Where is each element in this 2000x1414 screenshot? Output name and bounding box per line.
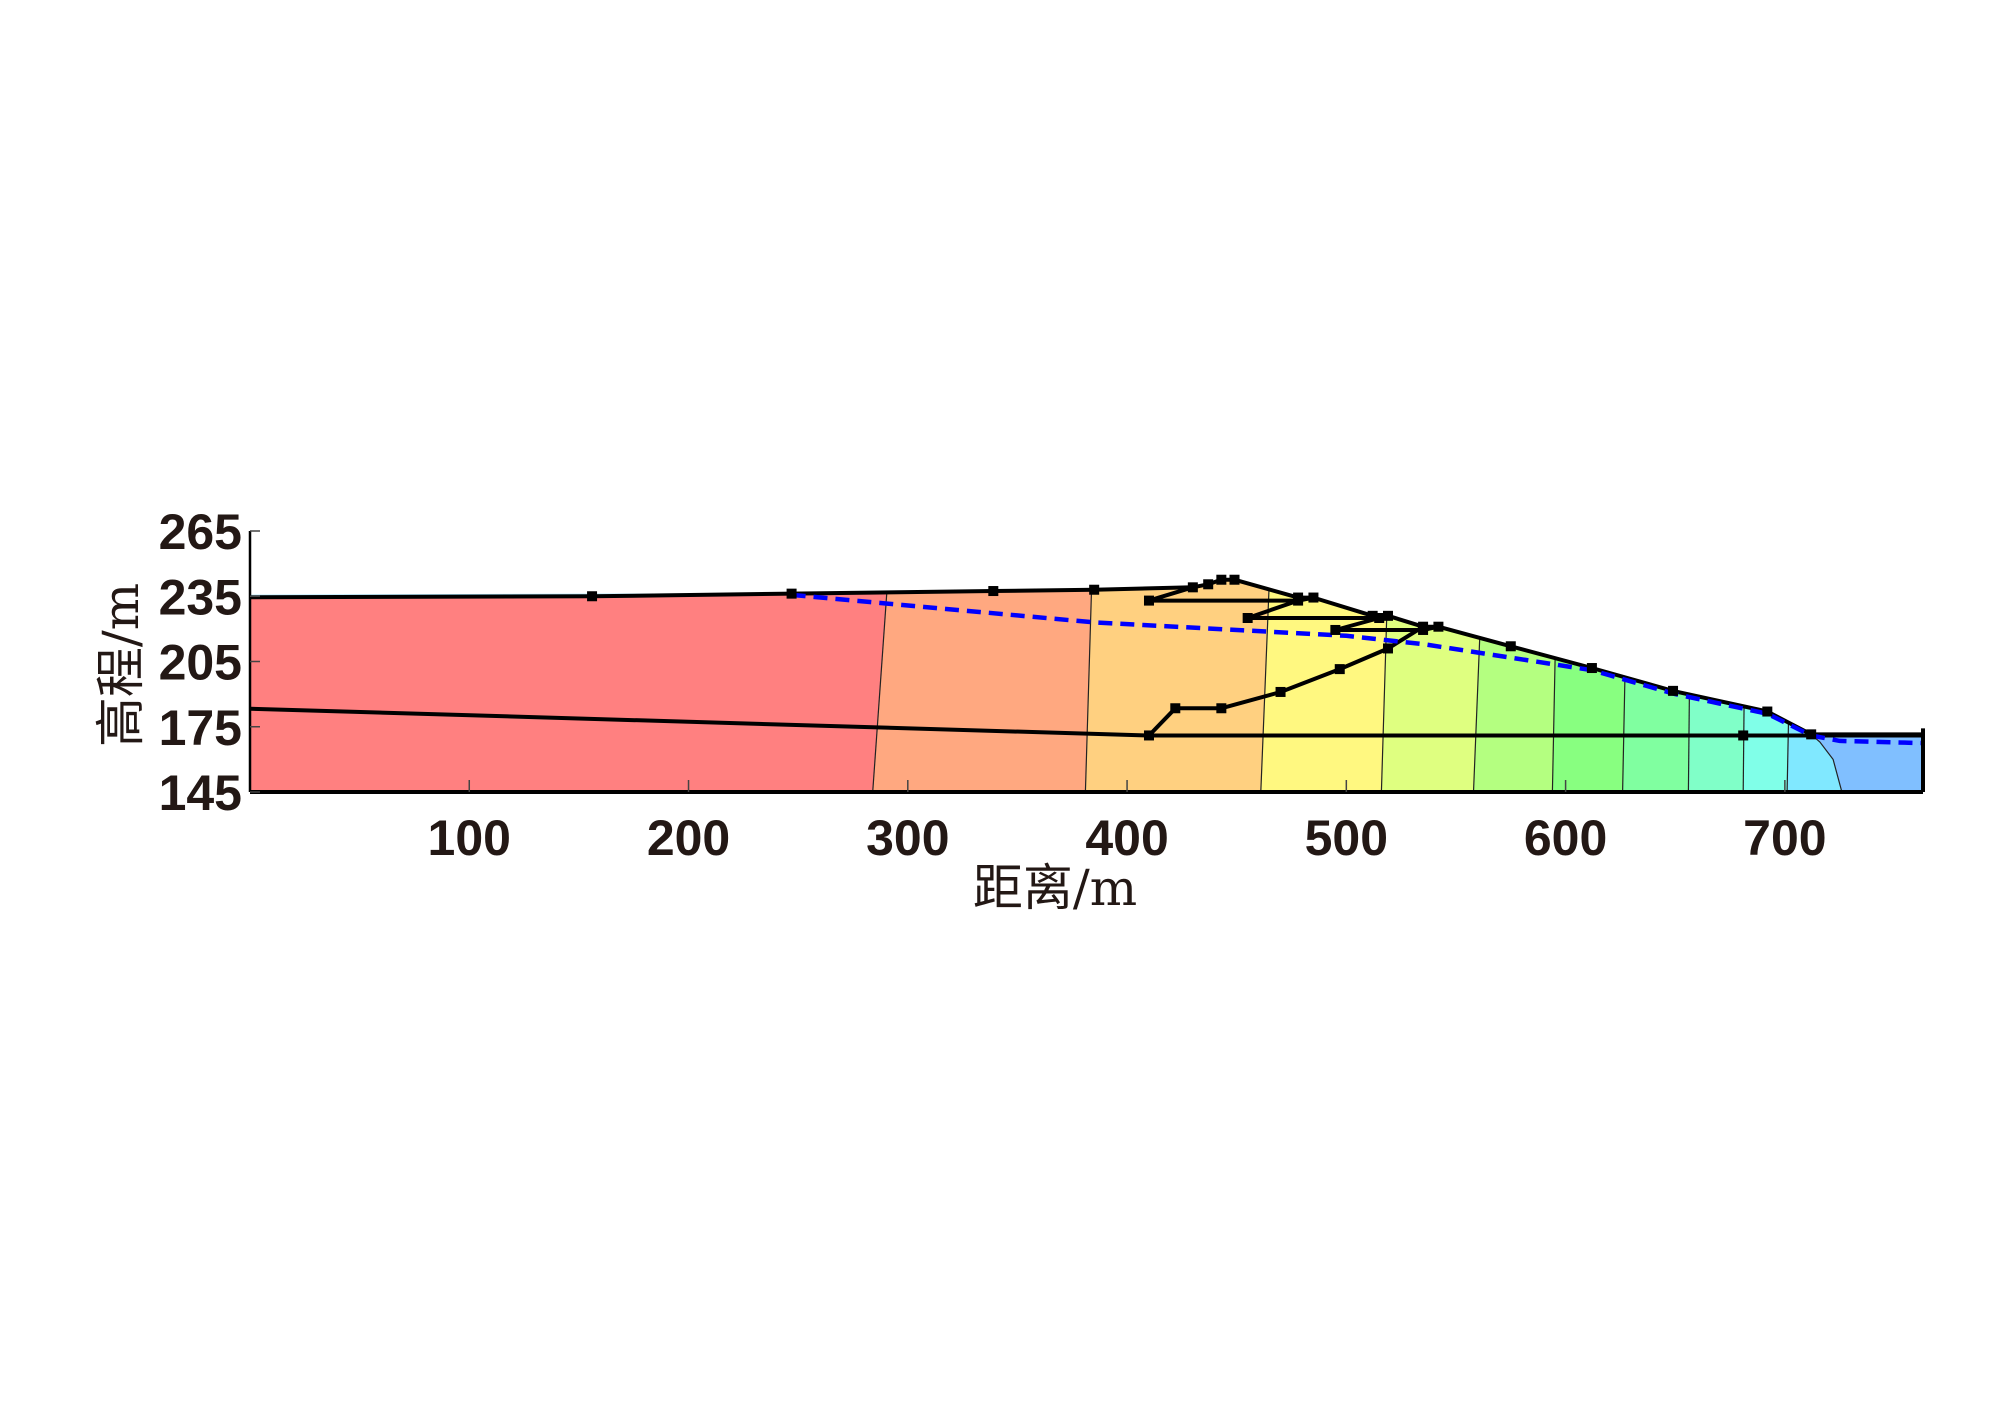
node-marker bbox=[1216, 703, 1227, 714]
phreatic-line bbox=[791, 592, 1924, 746]
axes: 100 200 300 400 500 600 700 145 175 205 235 265 bbox=[159, 504, 1923, 866]
contour-band bbox=[1085, 579, 1270, 792]
x-tick-label: 600 bbox=[1524, 810, 1607, 866]
node-marker bbox=[1334, 664, 1345, 675]
contour-band bbox=[1622, 579, 1691, 792]
node-marker bbox=[1216, 574, 1227, 585]
x-tick-label: 200 bbox=[647, 810, 730, 866]
y-tick-label: 235 bbox=[159, 569, 242, 625]
internal-zone-line bbox=[1333, 616, 1439, 632]
node-marker bbox=[1275, 686, 1286, 697]
node-marker bbox=[1089, 584, 1100, 595]
x-tick-label: 400 bbox=[1085, 810, 1168, 866]
contour-line bbox=[872, 579, 889, 792]
x-tick-label: 300 bbox=[866, 810, 949, 866]
node-marker bbox=[1330, 624, 1341, 635]
node-marker bbox=[1170, 703, 1181, 714]
internal-zone-line bbox=[1147, 585, 1314, 603]
contour-band bbox=[1688, 579, 1746, 792]
node-marker bbox=[587, 591, 598, 602]
node-marker bbox=[1382, 610, 1393, 621]
node-marker bbox=[1806, 729, 1817, 740]
contour-band bbox=[1743, 579, 1792, 792]
node-marker bbox=[1143, 730, 1154, 741]
contour-band bbox=[872, 579, 1092, 792]
node-marker bbox=[1187, 582, 1198, 593]
node-marker bbox=[988, 586, 999, 597]
contour-bands bbox=[250, 579, 1923, 792]
node-marker bbox=[1374, 613, 1385, 623]
node-marker bbox=[1738, 730, 1749, 741]
node-marker bbox=[1586, 663, 1597, 674]
contour-band bbox=[250, 579, 889, 792]
node-marker bbox=[1367, 610, 1378, 621]
node-marker bbox=[1293, 595, 1304, 606]
y-tick-label: 145 bbox=[159, 765, 242, 821]
x-tick-label: 500 bbox=[1305, 810, 1388, 866]
y-axis-label: 高程/m bbox=[92, 583, 150, 747]
node-marker bbox=[1433, 621, 1444, 632]
node-marker bbox=[1308, 592, 1319, 603]
contour-band bbox=[1381, 579, 1483, 792]
node-marker bbox=[1668, 685, 1679, 696]
node-marker bbox=[1242, 613, 1253, 623]
y-tick-label: 205 bbox=[159, 635, 242, 691]
structure-lines bbox=[249, 574, 1925, 792]
y-tick-label: 175 bbox=[159, 700, 242, 756]
x-axis-label: 距离/m bbox=[973, 859, 1137, 917]
node-marker bbox=[1143, 595, 1154, 606]
y-tick-label: 265 bbox=[159, 504, 242, 560]
node-marker bbox=[1418, 624, 1429, 635]
contour-line bbox=[1084, 579, 1093, 792]
node-marker bbox=[1382, 643, 1393, 654]
x-tick-label: 700 bbox=[1743, 810, 1826, 866]
node-marker bbox=[1762, 706, 1773, 717]
contour-band bbox=[1811, 579, 1923, 792]
node-marker bbox=[1505, 641, 1516, 652]
contour-band bbox=[1552, 579, 1627, 792]
node-marker bbox=[786, 588, 797, 599]
node-marker bbox=[1203, 579, 1214, 590]
x-tick-label: 100 bbox=[428, 810, 511, 866]
node-marker bbox=[1229, 574, 1240, 585]
